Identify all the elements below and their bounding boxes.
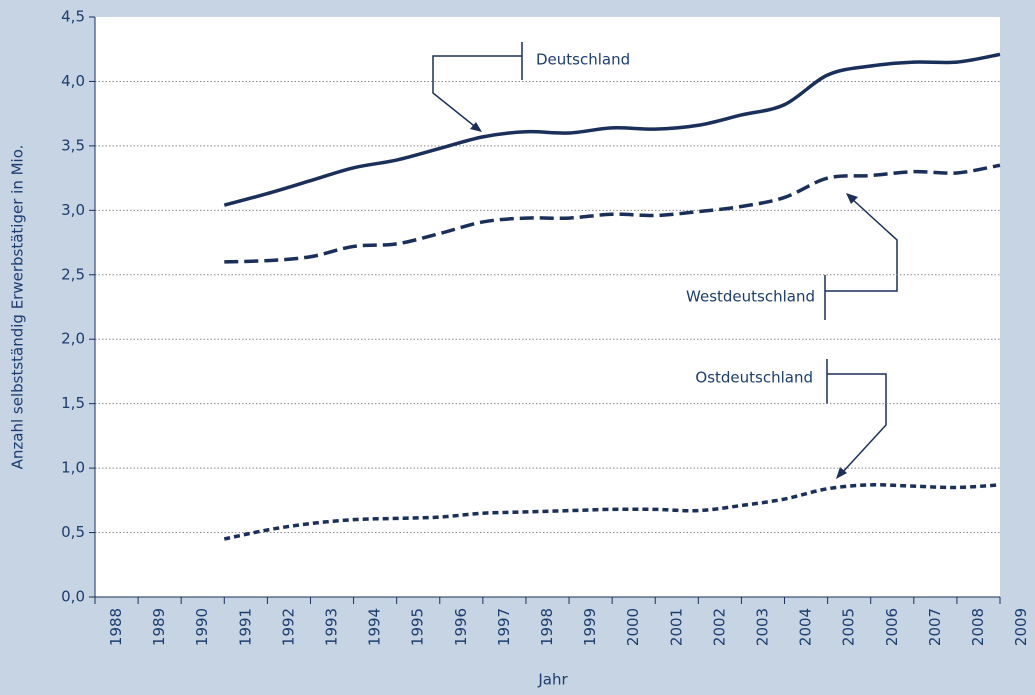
x-tick-label: 2001 — [667, 608, 685, 646]
y-tick-label: 0,0 — [61, 588, 85, 606]
x-tick-label: 1990 — [193, 608, 211, 646]
y-tick-label: 1,5 — [61, 394, 85, 412]
x-tick-label: 1998 — [538, 608, 556, 646]
x-tick-label: 2008 — [969, 608, 987, 646]
y-tick-label: 3,0 — [61, 201, 85, 219]
y-tick-label: 2,5 — [61, 265, 85, 283]
annotation-west: Westdeutschland — [686, 193, 898, 320]
annotation-ost: Ostdeutschland — [695, 359, 887, 479]
y-tick-label: 0,5 — [61, 523, 85, 541]
x-tick-label: 2006 — [883, 608, 901, 646]
x-tick-label: 2004 — [797, 608, 815, 646]
x-tick-label: 1992 — [279, 608, 297, 646]
x-tick-label: 2009 — [1012, 608, 1030, 646]
x-tick-label: 1997 — [495, 608, 513, 646]
x-tick-label: 2000 — [624, 608, 642, 646]
series-label: Deutschland — [536, 51, 630, 69]
series-label: Westdeutschland — [686, 288, 815, 306]
x-tick-label: 2005 — [840, 608, 858, 646]
x-tick-label: 1995 — [409, 608, 427, 646]
series-label: Ostdeutschland — [695, 369, 813, 387]
plot-area — [95, 17, 1000, 597]
y-tick-label: 1,0 — [61, 459, 85, 477]
x-tick-label: 1999 — [581, 608, 599, 646]
x-tick-label: 1996 — [452, 608, 470, 646]
x-axis-label: Jahr — [537, 671, 568, 689]
annotation-deutschland: Deutschland — [432, 42, 630, 132]
x-tick-label: 2002 — [710, 608, 728, 646]
x-tick-label: 1993 — [323, 608, 341, 646]
y-tick-label: 4,0 — [61, 72, 85, 90]
series-line — [224, 163, 1001, 264]
x-tick-label: 1994 — [366, 608, 384, 646]
x-tick-label: 1988 — [107, 608, 125, 646]
x-tick-label: 1989 — [150, 608, 168, 646]
y-tick-label: 3,5 — [61, 136, 85, 154]
x-tick-label: 2003 — [753, 608, 771, 646]
series-line — [223, 52, 1001, 207]
y-tick-label: 2,0 — [61, 330, 85, 348]
y-axis-label: Anzahl selbstständig Erwerbstätiger in M… — [9, 145, 27, 470]
x-tick-label: 1991 — [236, 608, 254, 646]
y-tick-label: 4,5 — [61, 8, 85, 26]
x-tick-label: 2007 — [926, 608, 944, 646]
series-line — [223, 483, 1001, 541]
